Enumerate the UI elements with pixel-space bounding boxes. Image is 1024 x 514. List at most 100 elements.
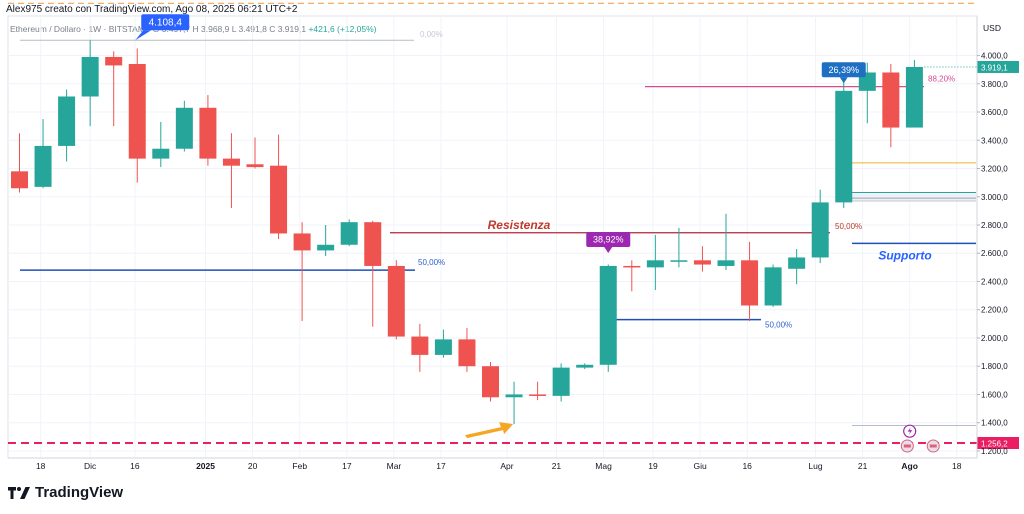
candle-body <box>340 222 358 245</box>
time-tick-label: 21 <box>858 461 868 471</box>
time-tick-label: 16 <box>742 461 752 471</box>
price-tick-label: 3.800,0 <box>981 80 1008 89</box>
candle-body <box>482 366 499 398</box>
time-tick-label: Mag <box>595 461 612 471</box>
time-tick-label: Lug <box>808 461 822 471</box>
candle-body <box>741 260 759 306</box>
price-tick-label: 3.200,0 <box>981 165 1008 174</box>
support-text: Supporto <box>878 248 931 262</box>
candle-body <box>175 107 193 149</box>
time-tick-label: Dic <box>84 461 97 471</box>
drawn-levels: 0,00% 88,20% 50,00% 50,00% 50,00% 1.256,2 <box>8 2 1019 450</box>
current-price-badge <box>977 60 1019 73</box>
pct-38-pointer <box>604 246 613 253</box>
candle-body <box>246 164 264 168</box>
pct-26-pointer <box>839 77 848 84</box>
price-tick-label: 3.400,0 <box>981 136 1008 145</box>
candle-body <box>599 265 617 365</box>
bottom-arrow <box>465 422 514 439</box>
time-tick-label: 2025 <box>196 461 215 471</box>
fib-0-label: 0,00% <box>420 30 443 39</box>
pct-26-box <box>821 62 866 78</box>
low-price-badge <box>977 437 1019 450</box>
time-tick-label: 17 <box>342 461 352 471</box>
fib-88-label: 88,20% <box>928 75 955 84</box>
price-axis[interactable]: USD 1.200,0 1.400,0 1.600,0 1.800,0 2.000,0 2… <box>976 16 1008 458</box>
time-axis[interactable]: 18 Dic 16 2025 20 Feb 17 Mar 17 Apr 21 Mag 19 Giu 16 Lu… <box>8 457 977 471</box>
time-tick-label: 18 <box>36 461 46 471</box>
candle-body <box>788 257 806 269</box>
price-tick-label: 2.600,0 <box>981 249 1008 258</box>
candle-body <box>835 90 853 203</box>
candle-body <box>387 265 405 337</box>
time-tick-label: Feb <box>292 461 307 471</box>
candle-body <box>434 339 452 355</box>
time-tick-label: 20 <box>248 461 258 471</box>
price-tick-label: 1.200,0 <box>981 447 1008 456</box>
candle-body <box>58 96 76 146</box>
low-price-label: 1.256,2 <box>981 440 1008 449</box>
candle-body <box>199 107 217 159</box>
price-tick-label: 1.400,0 <box>981 419 1008 428</box>
candle-body <box>905 66 923 128</box>
candle-body <box>576 364 594 368</box>
candle-body <box>34 145 52 187</box>
resistance-text: Resistenza <box>488 218 551 232</box>
pct-38-text: 38,92% <box>593 234 624 244</box>
price-tick-label: 2.800,0 <box>981 221 1008 230</box>
time-tick-label: 21 <box>552 461 562 471</box>
candle-body <box>152 148 170 159</box>
tradingview-logo: TradingView <box>8 484 123 501</box>
time-tick-label: Ago <box>901 461 918 471</box>
candle-body <box>717 260 735 266</box>
candle-body <box>317 244 335 251</box>
price-tick-label: 3.000,0 <box>981 193 1008 202</box>
price-change: +421,6 (+12,05%) <box>308 24 377 34</box>
economic-event-glyph <box>903 444 911 448</box>
candle-body <box>222 158 240 166</box>
price-tick-label: 4.000,0 <box>981 52 1008 61</box>
price-tick-label: 2.000,0 <box>981 334 1008 343</box>
time-tick-label: Mar <box>387 461 402 471</box>
author-line: Alex975 creato con TradingView.com, Ago … <box>6 4 298 15</box>
currency-label: USD <box>983 23 1001 33</box>
candle-body <box>364 222 382 266</box>
price-tick-label: 1.800,0 <box>981 362 1008 371</box>
fib-50-label: 50,00% <box>418 258 445 267</box>
candle-body <box>670 260 688 262</box>
tradingview-logo-icon <box>8 486 30 499</box>
price-tick-label: 2.200,0 <box>981 306 1008 315</box>
resistance-pct-label: 50,00% <box>835 222 862 231</box>
tradingview-name: TradingView <box>35 484 124 501</box>
candle-body <box>411 336 429 355</box>
lightning-glyph <box>907 427 913 436</box>
candle-body <box>81 56 99 97</box>
candle-body <box>529 394 547 396</box>
candle-body <box>11 171 28 189</box>
fib-50-label-2: 50,00% <box>765 321 792 330</box>
candle-body <box>105 56 123 66</box>
candle-body <box>764 267 782 306</box>
time-tick-label: 18 <box>952 461 962 471</box>
economic-event-glyph <box>929 444 937 448</box>
candle-body <box>882 72 900 128</box>
price-tick-label: 3.600,0 <box>981 108 1008 117</box>
candle-body <box>270 165 288 234</box>
candle-body <box>623 265 641 268</box>
candlestick-series <box>11 40 923 425</box>
time-tick-label: 16 <box>130 461 140 471</box>
candle-body <box>646 260 664 268</box>
candle-body <box>552 367 570 396</box>
time-tick-label: Apr <box>500 461 513 471</box>
time-tick-label: 17 <box>436 461 446 471</box>
high-label-box <box>141 14 190 31</box>
candle-body <box>693 260 711 265</box>
annotations: 4.108,4 Resistenza Supporto 38,92% 26,39% 3.9… <box>135 14 1019 453</box>
pct-26-text: 26,39% <box>828 65 859 75</box>
current-price-label: 3.919,1 <box>981 63 1008 72</box>
candle-body <box>505 394 523 398</box>
level-zone-grey <box>838 192 976 201</box>
high-label-pointer <box>135 30 152 41</box>
candle-body <box>128 64 146 159</box>
